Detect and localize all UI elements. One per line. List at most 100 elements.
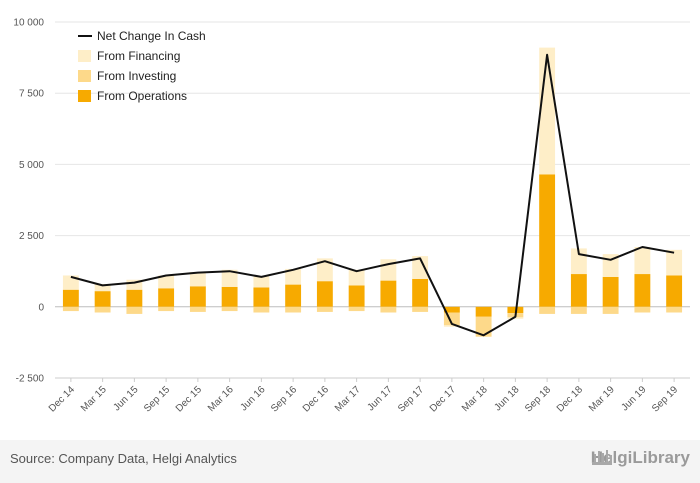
x-tick-label: Mar 17 — [333, 384, 363, 414]
x-tick-label: Mar 16 — [206, 384, 236, 414]
bar-from-investing — [189, 306, 206, 312]
line-series — [70, 53, 675, 337]
bar-from-operations — [189, 286, 206, 307]
bar-from-financing — [634, 246, 651, 275]
x-tick-label: Dec 17 — [428, 384, 458, 414]
bar-from-investing — [285, 306, 302, 313]
bar-from-financing — [62, 275, 79, 290]
x-tick-label: Sep 18 — [523, 384, 553, 414]
bar-from-investing — [253, 306, 270, 313]
bar-from-financing — [94, 284, 111, 292]
x-tick-label: Jun 16 — [238, 384, 267, 413]
bar-from-investing — [539, 306, 556, 314]
x-tick-label: Dec 18 — [555, 384, 585, 414]
footer-bar — [0, 440, 700, 483]
bar-from-investing — [62, 306, 79, 312]
x-tick-label: Mar 18 — [460, 384, 490, 414]
bar-from-financing — [221, 269, 238, 287]
legend-swatch — [78, 90, 91, 102]
bar-from-operations — [602, 276, 619, 307]
legend-label: From Financing — [97, 49, 180, 63]
x-tick-label: Dec 16 — [301, 384, 331, 414]
bar-from-financing — [412, 256, 429, 279]
y-axis: -2 500 0 2 500 5 000 7 500 10 000 — [13, 18, 44, 385]
bar-from-investing — [316, 306, 333, 312]
x-tick-label: Sep 15 — [142, 384, 172, 414]
legend-item: From Financing — [78, 49, 180, 63]
bar-from-financing — [285, 268, 302, 285]
legend-item: From Operations — [78, 89, 187, 103]
y-tick-label: 2 500 — [19, 231, 44, 242]
bar-from-investing — [475, 316, 492, 337]
bar-from-financing — [443, 325, 460, 327]
x-axis: Dec 14 Mar 15 Jun 15 Sep 15 Dec 15 Mar 16 Jun … — [47, 377, 690, 415]
y-tick-label: 0 — [38, 302, 44, 313]
bar-from-operations — [475, 306, 492, 317]
bar-from-investing — [380, 306, 397, 313]
bar-from-operations — [570, 274, 587, 307]
x-tick-label: Dec 15 — [174, 384, 204, 414]
bar-from-investing — [126, 306, 143, 314]
bar-from-operations — [126, 289, 143, 307]
x-tick-label: Mar 15 — [79, 384, 109, 414]
legend-label: From Investing — [97, 69, 176, 83]
x-tick-label: Mar 19 — [587, 384, 617, 414]
y-tick-label: 7 500 — [19, 89, 44, 100]
legend-label: From Operations — [97, 89, 187, 103]
bar-from-operations — [94, 291, 111, 307]
library-building-icon — [591, 450, 612, 465]
y-tick-label: 5 000 — [19, 160, 44, 171]
bar-from-operations — [348, 285, 365, 307]
bar-from-operations — [285, 284, 302, 307]
bar-from-financing — [348, 269, 365, 286]
bar-from-investing — [158, 306, 175, 312]
x-tick-label: Jun 17 — [365, 384, 394, 413]
bar-from-financing — [158, 275, 175, 289]
legend: Net Change In Cash From Financing From Inv… — [78, 29, 206, 103]
x-tick-label: Jun 19 — [619, 384, 648, 413]
bar-from-investing — [602, 306, 619, 314]
bar-from-operations — [539, 174, 556, 307]
bar-from-financing — [507, 317, 524, 319]
legend-swatch — [78, 70, 91, 82]
bar-from-financing — [539, 47, 556, 175]
logo-text: HelgiLibrary — [590, 448, 690, 467]
bar-from-investing — [94, 306, 111, 313]
bar-from-operations — [380, 280, 397, 307]
bar-from-operations — [158, 288, 175, 307]
bar-from-financing — [189, 272, 206, 287]
bar-from-operations — [62, 289, 79, 307]
bar-from-financing — [126, 279, 143, 290]
legend-label: Net Change In Cash — [97, 29, 206, 43]
bar-from-financing — [666, 249, 683, 276]
bar-from-operations — [412, 278, 429, 307]
legend-item: Net Change In Cash — [78, 29, 206, 43]
x-tick-label: Jun 15 — [111, 384, 140, 413]
y-tick-label: 10 000 — [13, 18, 44, 29]
x-tick-label: Jun 18 — [492, 384, 521, 413]
legend-swatch — [78, 50, 91, 62]
bar-from-investing — [221, 306, 238, 312]
bar-from-investing — [570, 306, 587, 314]
bar-from-investing — [348, 306, 365, 312]
bar-from-investing — [634, 306, 651, 313]
x-tick-label: Sep 17 — [396, 384, 426, 414]
bar-from-financing — [253, 276, 270, 288]
source-note: Source: Company Data, Helgi Analytics — [10, 451, 237, 466]
y-tick-label: -2 500 — [16, 374, 45, 385]
bar-from-investing — [666, 306, 683, 313]
cash-flow-chart: -2 500 0 2 500 5 000 7 500 10 000 Dec 14 Mar 1… — [13, 18, 690, 415]
bar-from-operations — [253, 287, 270, 307]
bar-from-operations — [316, 281, 333, 307]
bar-from-financing — [316, 258, 333, 282]
x-tick-label: Sep 19 — [650, 384, 680, 414]
x-tick-label: Sep 16 — [269, 384, 299, 414]
bar-from-investing — [412, 306, 429, 312]
net-change-line — [70, 53, 675, 337]
helgi-library-logo: HelgiLibrary — [591, 448, 690, 468]
legend-item: From Investing — [78, 69, 176, 83]
bar-from-operations — [666, 275, 683, 307]
bar-from-operations — [634, 274, 651, 307]
bar-from-operations — [443, 306, 460, 313]
